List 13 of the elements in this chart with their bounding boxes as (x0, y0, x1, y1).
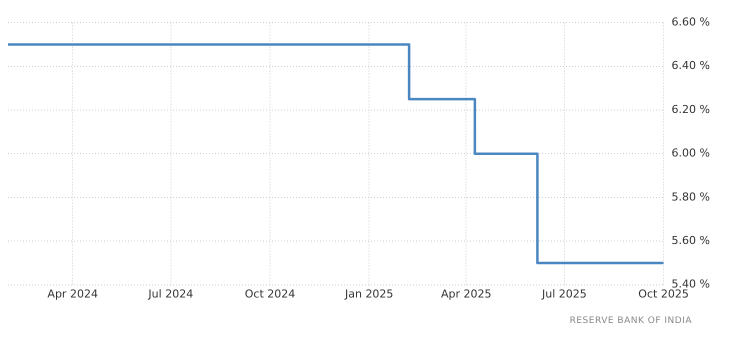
text: RESERVE BANK OF INDIA (570, 316, 692, 326)
x-tick-label: Jul 2024 (147, 287, 194, 300)
y-tick-label: 6.20 % (672, 102, 710, 116)
y-tick-label: 5.60 % (672, 234, 710, 247)
y-tick-label: 6.40 % (672, 59, 710, 72)
y-tick-label: 6.00 % (672, 146, 710, 160)
y-tick-label: 6.60 % (672, 15, 710, 28)
x-tick-label: Jul 2025 (540, 287, 587, 300)
x-tick-label: Apr 2025 (440, 287, 492, 300)
y-tick-label: 5.80 % (672, 190, 710, 204)
x-tick-label: Apr 2024 (47, 287, 98, 300)
x-tick-label: Jan 2025 (344, 287, 394, 300)
x-tick-label: Oct 2024 (244, 287, 296, 300)
